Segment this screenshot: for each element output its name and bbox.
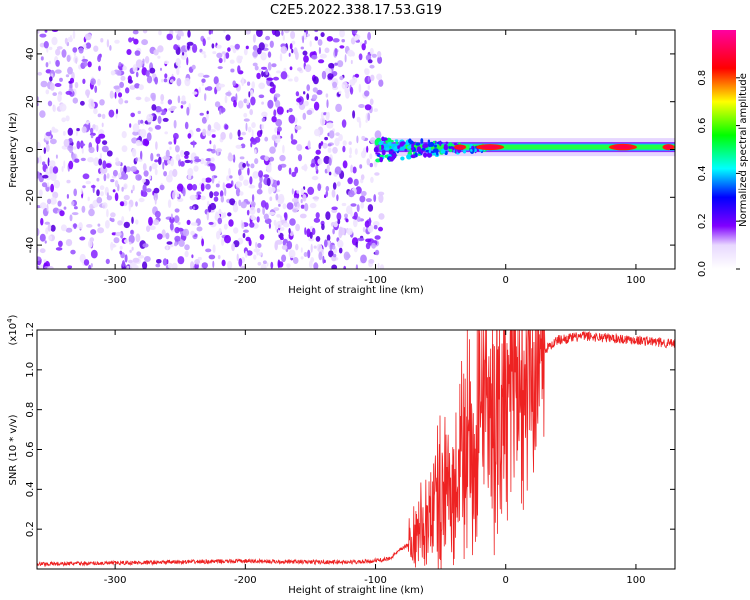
- colorbar: 0.0 0.2 0.4 0.6 0.8 Normalized spectral ampl…: [697, 30, 749, 277]
- y-tick-label: -40: [25, 237, 36, 253]
- snr-series-line: [37, 330, 675, 569]
- x-tick-label: 0: [503, 575, 509, 586]
- snr-ylabel: SNR (10 * v/v): [8, 414, 19, 485]
- x-tick-label: 100: [626, 275, 645, 286]
- x-tick-label: 0: [503, 275, 509, 286]
- colorbar-tick-label: 0.8: [697, 70, 708, 86]
- x-tick-label: -200: [234, 575, 257, 586]
- y-tick-label: 0.6: [25, 442, 36, 458]
- y-tick-label: 1.2: [25, 322, 36, 338]
- snr-ticks: -300 -200 -100 0 100 0.2 0.4 0.6 0.8 1.0 1.2: [25, 322, 675, 586]
- x-tick-label: -300: [104, 575, 127, 586]
- colorbar-tick-label: 0.6: [697, 118, 708, 134]
- snr-plot-area: [37, 330, 675, 569]
- y-tick-label: 1.0: [25, 362, 36, 378]
- y-tick-label: 0.2: [25, 521, 36, 537]
- spectrogram-ylabel: Frequency (Hz): [8, 112, 19, 188]
- x-tick-label: -100: [364, 275, 387, 286]
- spectrogram-xlabel: Height of straight line (km): [288, 285, 424, 296]
- colorbar-label: Normalized spectral amplitude: [738, 73, 749, 227]
- y-tick-label: 0.8: [25, 402, 36, 418]
- x-tick-label: -200: [234, 275, 257, 286]
- y-tick-label: 0.4: [25, 481, 36, 497]
- spectrogram-image: [37, 30, 675, 269]
- snr-frame: [36, 329, 676, 570]
- snr-xlabel: Height of straight line (km): [288, 585, 424, 596]
- y-tick-label: 20: [25, 95, 36, 108]
- y-tick-label: 40: [25, 48, 36, 61]
- y-tick-label: 0: [25, 146, 36, 152]
- snr-panel: -300 -200 -100 0 100 0.2 0.4 0.6 0.8 1.0 1.2 Heigh…: [6, 314, 676, 596]
- colorbar-ticks: 0.0 0.2 0.4 0.6 0.8: [697, 70, 740, 277]
- figure-title: C2E5.2022.338.17.53.G19: [270, 3, 442, 18]
- x-tick-label: -100: [364, 575, 387, 586]
- x-tick-label: -300: [104, 275, 127, 286]
- colorbar-gradient: [712, 30, 736, 269]
- colorbar-tick-label: 0.0: [697, 261, 708, 277]
- x-tick-label: 100: [626, 575, 645, 586]
- colorbar-tick-label: 0.2: [697, 213, 708, 229]
- snr-scale-note: (x104): [6, 314, 19, 345]
- y-tick-label: -20: [25, 189, 36, 205]
- colorbar-tick-label: 0.4: [697, 165, 708, 181]
